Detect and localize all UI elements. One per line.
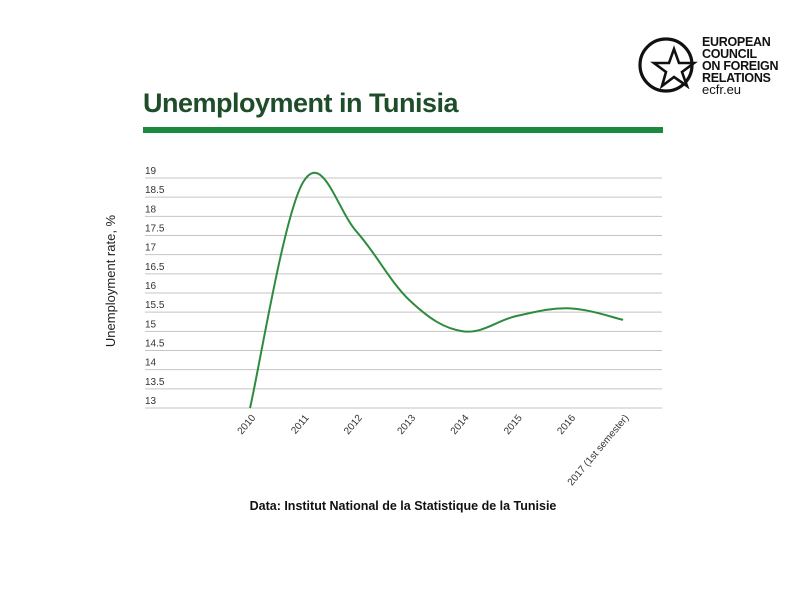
ecfr-logo: EUROPEAN COUNCIL ON FOREIGN RELATIONS ec… (638, 32, 806, 100)
x-tick-label: 2015 (502, 413, 525, 437)
y-tick-label: 15 (145, 319, 157, 330)
y-tick-label: 18.5 (145, 185, 165, 196)
y-tick-label: 16 (145, 281, 157, 292)
x-tick-label: 2017 (1st semester) (566, 413, 632, 488)
y-tick-label: 14 (145, 358, 157, 369)
x-tick-label: 2013 (395, 413, 418, 437)
logo-line: COUNCIL (702, 47, 757, 61)
x-tick-label: 2012 (342, 413, 365, 437)
logo-line: ON FOREIGN (702, 59, 779, 73)
x-tick-label: 2010 (236, 413, 259, 437)
y-tick-label: 15.5 (145, 300, 165, 311)
chart-title: Unemployment in Tunisia (143, 88, 459, 118)
x-tick-label: 2011 (289, 413, 312, 437)
y-tick-label: 19 (145, 166, 157, 177)
series-line (249, 172, 624, 409)
y-tick-label: 17 (145, 243, 157, 254)
data-source: Data: Institut National de la Statistiqu… (249, 499, 557, 513)
logo-wordmark: EUROPEAN COUNCIL ON FOREIGN RELATIONS (702, 35, 779, 85)
y-tick-label: 17.5 (145, 224, 165, 235)
y-axis-label: Unemployment rate, % (103, 214, 118, 347)
x-tick-label: 2016 (555, 413, 578, 437)
star-circle-icon (638, 37, 698, 93)
y-tick-label: 13 (145, 396, 157, 407)
logo-line: RELATIONS (702, 71, 771, 85)
y-tick-label: 18 (145, 204, 157, 215)
y-tick-label: 13.5 (145, 377, 165, 388)
y-tick-label: 16.5 (145, 262, 165, 273)
x-tick-label: 2014 (449, 413, 472, 437)
logo-line: EUROPEAN (702, 35, 771, 49)
logo-url: ecfr.eu (702, 82, 742, 97)
title-rule (143, 127, 663, 133)
y-tick-label: 14.5 (145, 339, 165, 350)
